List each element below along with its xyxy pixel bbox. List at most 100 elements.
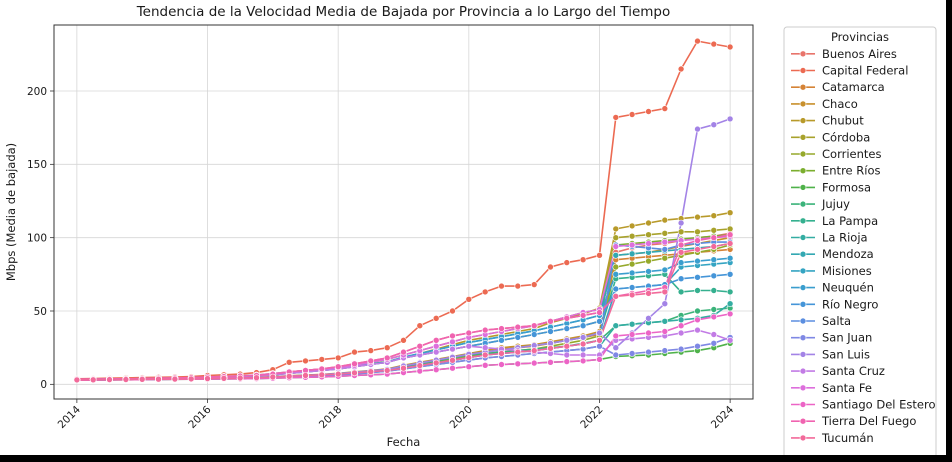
legend-label: Misiones — [822, 264, 872, 278]
legend-item: Chaco — [791, 97, 858, 111]
legend: Provincias Buenos Aires Capital Federal Ca… — [783, 26, 937, 462]
series-point — [449, 364, 456, 372]
series-point — [726, 240, 734, 247]
legend-swatch-marker — [799, 284, 807, 291]
x-tick-label: 2020 — [448, 404, 475, 431]
legend-swatch-marker — [799, 250, 807, 258]
series-point — [645, 219, 652, 227]
series-point — [449, 338, 456, 346]
legend-item: Mendoza — [791, 247, 874, 261]
legend-swatch-marker — [799, 384, 807, 392]
series-point — [351, 369, 358, 377]
series-point — [253, 374, 260, 382]
series-point — [122, 376, 130, 383]
series-point — [204, 375, 211, 382]
legend-item: Jujuy — [791, 197, 850, 211]
legend-label: Mendoza — [822, 247, 874, 261]
series-point — [694, 326, 701, 334]
series-point — [645, 240, 652, 247]
series-point — [547, 317, 554, 325]
series-point — [694, 273, 701, 281]
series-point — [416, 362, 424, 369]
series-point — [236, 374, 244, 382]
legend-items: Buenos Aires Capital Federal Catamarca Chac… — [791, 47, 936, 445]
series-point — [710, 40, 718, 48]
series-point — [383, 354, 391, 362]
series-point — [334, 363, 342, 371]
series-point — [612, 292, 620, 300]
series-point — [612, 234, 620, 241]
legend-swatch-marker — [799, 234, 807, 241]
legend-item: San Juan — [791, 331, 872, 345]
series-point — [694, 307, 701, 315]
series-point — [677, 241, 685, 249]
series-point — [694, 246, 701, 253]
series-point — [628, 260, 636, 268]
series-point — [514, 323, 522, 331]
legend-label: Corrientes — [822, 147, 881, 161]
series-point — [710, 331, 718, 338]
legend-label: Jujuy — [821, 197, 850, 211]
legend-item: Chubut — [791, 114, 864, 128]
series-point — [351, 348, 358, 356]
series-point — [677, 322, 685, 330]
series-point — [661, 230, 669, 237]
legend-swatch-marker — [799, 50, 807, 58]
series-point — [612, 225, 620, 233]
series-point — [106, 376, 113, 383]
series-point — [547, 345, 554, 352]
series-point — [710, 227, 718, 234]
legend-label: Tierra Del Fuego — [821, 414, 916, 428]
series-point — [563, 325, 571, 332]
series-point — [596, 336, 603, 344]
legend-swatch-marker — [799, 317, 807, 325]
series-point — [677, 228, 685, 236]
legend-swatch-marker — [799, 200, 807, 208]
legend-item: Tucumán — [791, 431, 874, 445]
series-point — [628, 331, 636, 338]
series-point — [612, 351, 620, 359]
series-point — [612, 344, 620, 352]
series-point — [694, 257, 701, 265]
series-point — [498, 336, 505, 344]
legend-item: Misiones — [791, 264, 872, 278]
series-point — [334, 354, 342, 362]
series-point — [530, 322, 538, 330]
legend-label: Salta — [822, 314, 851, 328]
series-point — [302, 357, 309, 365]
series-point — [710, 256, 718, 264]
series-point — [645, 314, 652, 322]
series-point — [481, 344, 489, 352]
series-point — [710, 306, 718, 313]
series-point — [547, 328, 554, 335]
legend-label: Chubut — [822, 114, 864, 128]
series-point — [481, 361, 489, 369]
series-point — [628, 291, 636, 299]
legend-item: Santa Cruz — [791, 364, 885, 378]
legend-swatch-marker — [799, 267, 807, 275]
legend-swatch-marker — [799, 401, 807, 408]
x-axis-label: Fecha — [387, 435, 421, 449]
series-point — [530, 359, 538, 367]
legend-swatch-marker — [799, 184, 807, 191]
series-point — [171, 375, 179, 383]
series-point — [677, 65, 685, 73]
series-point — [383, 344, 391, 352]
series-point — [579, 322, 587, 330]
series-point — [661, 216, 669, 224]
series-point — [596, 317, 603, 325]
series-point — [432, 359, 440, 367]
series-point — [563, 314, 571, 322]
legend-label: Buenos Aires — [822, 47, 897, 61]
legend-swatch-marker — [799, 300, 807, 308]
series-point — [726, 231, 734, 238]
legend-label: San Juan — [822, 331, 872, 345]
legend-swatch-marker — [799, 150, 807, 158]
series-point — [694, 316, 701, 324]
series-point — [432, 348, 440, 356]
series-point — [432, 366, 440, 374]
plot-area — [54, 25, 753, 399]
series-point — [563, 351, 571, 359]
legend-swatch-marker — [799, 83, 807, 91]
